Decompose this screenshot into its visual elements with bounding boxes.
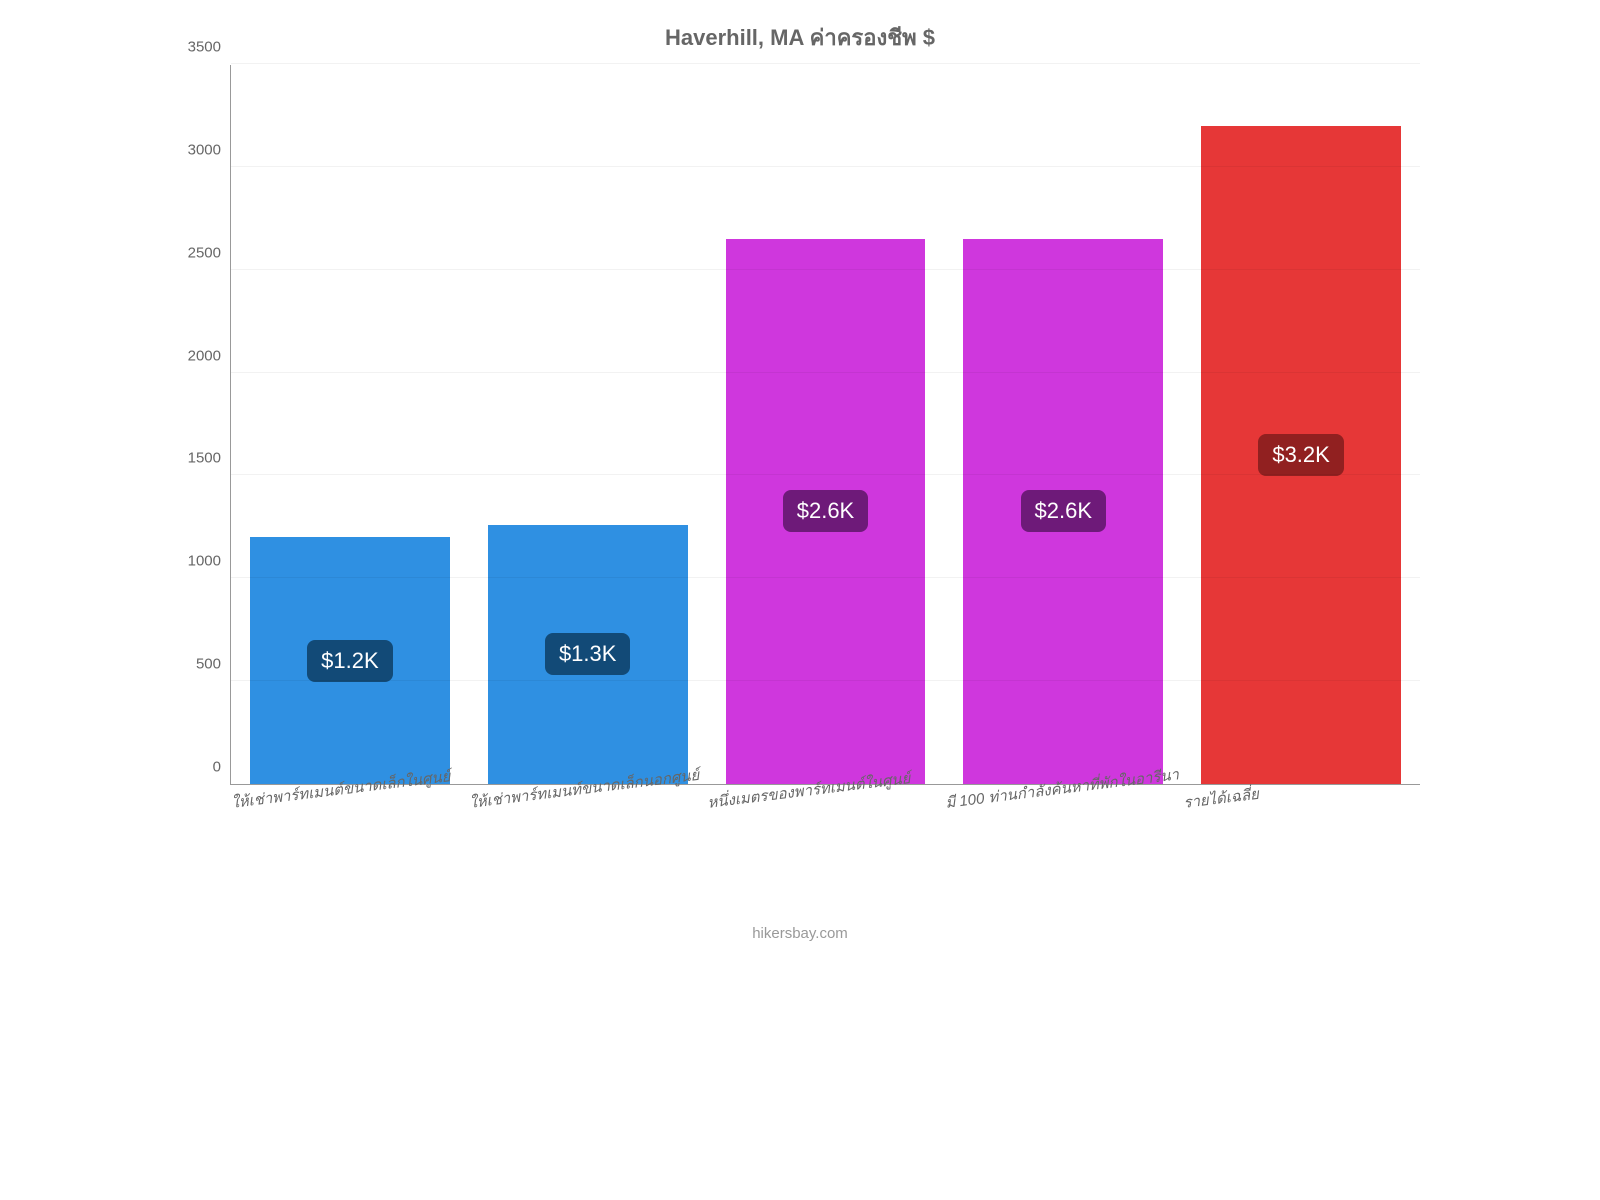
y-tick-label: 3000	[188, 141, 221, 158]
y-tick-label: 0	[213, 759, 221, 776]
chart-footer: hikersbay.com	[160, 925, 1440, 942]
bars-layer: $1.2K $1.3K $2.6K $2.6K $3.2K	[231, 65, 1420, 784]
x-label-slot: มี 100 ท่านกำลังค้นหาที่พักในอารีนา	[944, 785, 1182, 865]
plot-area: $1.2K$1.3K$2.6K$2.6K$3.2K 05001000150020…	[230, 65, 1420, 785]
gridline	[231, 166, 1420, 167]
bar-value-label: $2.6K	[1021, 490, 1107, 532]
y-tick-label: 3500	[188, 39, 221, 56]
chart-container: Haverhill, MA ค่าครองชีพ $ $1.2K $1.3K $2.…	[160, 0, 1440, 960]
gridline	[231, 269, 1420, 270]
y-tick-label: 2500	[188, 244, 221, 261]
gridline	[231, 577, 1420, 578]
bar-slot: $2.6K	[944, 65, 1182, 784]
bar-value-label: $2.6K	[783, 490, 869, 532]
bar-slot: $3.2K	[1182, 65, 1420, 784]
x-label-slot: ให้เช่าพาร์ทเมนต์ขนาดเล็กในศูนย์	[230, 785, 468, 865]
bar-value-label: $1.3K	[545, 633, 631, 675]
bar: $3.2K	[1201, 126, 1401, 784]
y-tick-label: 1500	[188, 450, 221, 467]
bar-slot: $2.6K	[707, 65, 945, 784]
gridline	[231, 680, 1420, 681]
x-label-slot: หนึ่งเมตรของพาร์ทเมนต์ในศูนย์	[706, 785, 944, 865]
x-label-slot: รายได้เฉลี่ย	[1182, 785, 1420, 865]
bar-slot: $1.2K	[231, 65, 469, 784]
y-tick-label: 500	[196, 656, 221, 673]
bar: $2.6K	[726, 239, 926, 784]
gridline	[231, 372, 1420, 373]
bar: $1.2K	[250, 537, 450, 784]
y-tick-label: 1000	[188, 553, 221, 570]
bar-value-label: $1.2K	[307, 640, 393, 682]
bar: $2.6K	[963, 239, 1163, 784]
gridline	[231, 474, 1420, 475]
y-tick-label: 2000	[188, 347, 221, 364]
gridline	[231, 63, 1420, 64]
x-axis-labels: ให้เช่าพาร์ทเมนต์ขนาดเล็กในศูนย์ให้เช่าพ…	[230, 785, 1420, 865]
x-axis-label: รายได้เฉลี่ย	[1182, 782, 1260, 815]
chart-title: Haverhill, MA ค่าครองชีพ $	[160, 20, 1440, 55]
bar: $1.3K	[488, 525, 688, 784]
x-label-slot: ให้เช่าพาร์ทเมนท์ขนาดเล็กนอกศูนย์	[468, 785, 706, 865]
bar-slot: $1.3K	[469, 65, 707, 784]
bar-value-label: $3.2K	[1258, 434, 1344, 476]
